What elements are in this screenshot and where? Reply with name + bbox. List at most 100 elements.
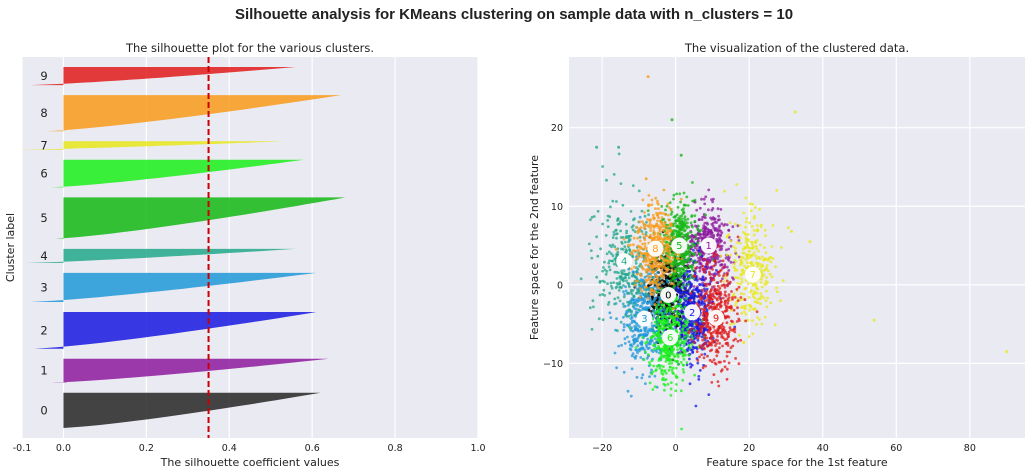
scatter-point — [650, 349, 654, 352]
scatter-point — [646, 218, 649, 221]
scatter-point — [713, 217, 717, 221]
scatter-point — [592, 215, 596, 218]
scatter-point — [760, 294, 764, 298]
scatter-point — [685, 273, 689, 277]
scatter-point — [692, 274, 696, 277]
scatter-point — [738, 333, 741, 337]
scatter-point — [645, 234, 649, 238]
scatter-point — [647, 263, 650, 266]
scatter-point — [667, 354, 671, 358]
scatter-point — [721, 259, 725, 263]
scatter-point — [725, 332, 729, 336]
scatter-point — [692, 285, 696, 288]
scatter-point — [667, 324, 671, 328]
scatter-point — [656, 290, 659, 294]
scatter-point — [732, 245, 736, 249]
scatter-point — [739, 338, 743, 342]
scatter-point — [610, 286, 614, 290]
scatter-point — [652, 305, 656, 309]
scatter-x-tick-label: 60 — [890, 443, 902, 454]
scatter-point — [690, 234, 694, 237]
scatter-point — [746, 233, 750, 236]
scatter-point — [686, 327, 689, 331]
scatter-point — [686, 335, 690, 338]
scatter-point — [722, 326, 726, 329]
scatter-point — [611, 254, 615, 258]
scatter-point — [716, 232, 720, 236]
scatter-point — [682, 370, 686, 374]
scatter-point — [725, 367, 729, 371]
scatter-point — [736, 312, 739, 316]
scatter-point — [733, 325, 737, 329]
scatter-point — [681, 290, 685, 294]
scatter-point — [711, 298, 714, 301]
scatter-point — [668, 234, 672, 238]
scatter-point — [667, 362, 671, 365]
scatter-point — [755, 301, 759, 304]
scatter-point — [655, 279, 659, 282]
scatter-point — [679, 361, 683, 364]
scatter-point — [613, 302, 616, 306]
scatter-point — [658, 366, 662, 370]
scatter-point — [736, 306, 739, 310]
scatter-point — [619, 320, 623, 324]
scatter-point — [642, 247, 646, 251]
scatter-point — [643, 214, 647, 218]
scatter-point — [704, 322, 707, 325]
scatter-point — [672, 193, 676, 197]
scatter-point — [635, 226, 639, 229]
scatter-point — [748, 221, 752, 225]
scatter-point — [717, 225, 721, 229]
scatter-point — [649, 229, 652, 233]
scatter-point — [688, 269, 692, 273]
scatter-point — [683, 340, 687, 344]
scatter-point — [622, 315, 625, 319]
scatter-point — [640, 255, 644, 259]
scatter-point — [704, 316, 708, 320]
scatter-point — [641, 346, 645, 350]
centroid-marker-6 — [662, 329, 679, 346]
scatter-point — [621, 247, 625, 251]
scatter-point — [725, 321, 729, 325]
scatter-point — [733, 258, 737, 262]
scatter-point — [624, 240, 627, 244]
scatter-point — [635, 375, 639, 379]
scatter-point — [670, 210, 674, 214]
scatter-point — [701, 366, 705, 370]
scatter-point — [759, 292, 763, 295]
scatter-point — [724, 256, 728, 260]
scatter-point — [723, 290, 727, 294]
scatter-point — [725, 253, 729, 257]
scatter-point — [630, 274, 634, 278]
scatter-point — [695, 253, 699, 257]
scatter-point — [703, 202, 707, 206]
silhouette-cluster-9 — [30, 67, 296, 86]
scatter-point — [701, 278, 705, 281]
scatter-point — [692, 288, 695, 292]
scatter-point — [734, 337, 737, 341]
scatter-point — [668, 226, 672, 230]
scatter-point — [672, 353, 675, 356]
scatter-point — [660, 371, 664, 375]
scatter-point — [697, 249, 701, 253]
scatter-point — [643, 211, 646, 214]
scatter-point — [619, 220, 622, 224]
scatter-point — [669, 230, 672, 234]
scatter-point — [595, 275, 599, 279]
centroid-marker-0 — [660, 287, 677, 304]
scatter-point — [683, 335, 686, 339]
scatter-point — [628, 238, 632, 242]
scatter-point — [677, 253, 681, 257]
scatter-point — [1005, 350, 1009, 354]
scatter-point — [670, 264, 673, 268]
scatter-point — [633, 333, 636, 337]
scatter-point — [736, 299, 740, 302]
scatter-point — [770, 245, 774, 248]
scatter-point — [674, 376, 678, 379]
scatter-point — [697, 256, 700, 260]
scatter-point — [629, 267, 633, 271]
scatter-point — [690, 274, 693, 278]
scatter-point — [715, 292, 718, 296]
scatter-point — [753, 206, 757, 209]
scatter-point — [672, 310, 675, 314]
